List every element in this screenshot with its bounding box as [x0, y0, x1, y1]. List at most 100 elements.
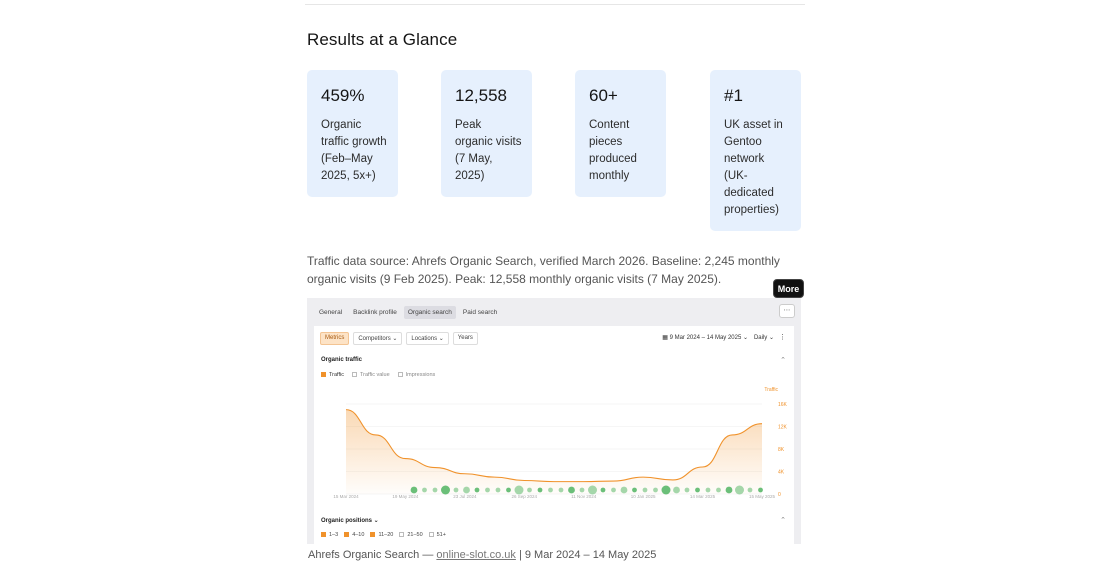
- stat-card-growth: 459% Organic traffic growth (Feb–May 202…: [307, 70, 398, 197]
- section-title: Results at a Glance: [307, 30, 458, 49]
- x-tick-label: 15 Mar 2024: [333, 494, 359, 499]
- checkbox-checked-icon: [344, 532, 350, 538]
- position-marker: [453, 487, 459, 493]
- traffic-area: [346, 409, 762, 494]
- position-marker: [661, 485, 671, 495]
- checkbox-icon: [397, 372, 403, 378]
- stat-description: Organic traffic growth (Feb–May 2025, 5x…: [321, 119, 387, 182]
- site-link[interactable]: online-slot.co.uk: [436, 549, 516, 561]
- stat-card-rank: #1 UK asset in Gentoo network (UK-dedica…: [710, 70, 801, 231]
- positions-legend: 1–3 4–10 11–20 21–50 51+: [321, 532, 446, 538]
- traffic-legend: Traffic Traffic value Impressions: [321, 372, 435, 378]
- y-tick-labels: 16K 12K 8K 4K 0: [778, 402, 788, 498]
- position-marker: [747, 487, 753, 493]
- position-marker: [432, 487, 438, 493]
- y-axis-label: Traffic: [764, 387, 778, 393]
- checkbox-icon: [399, 532, 405, 538]
- organic-positions-title[interactable]: Organic positions ⌄: [321, 518, 379, 524]
- y-tick-label: 12K: [778, 425, 788, 431]
- position-marker: [537, 487, 543, 493]
- position-marker: [410, 486, 418, 494]
- position-marker: [600, 487, 606, 493]
- x-tick-label: 15 May 2025: [749, 494, 776, 499]
- y-tick-label: 4K: [778, 470, 785, 476]
- position-filter-21-50[interactable]: 21–50: [399, 532, 423, 538]
- position-marker: [422, 487, 427, 493]
- x-tick-label: 26 Sep 2024: [512, 494, 538, 499]
- competitors-dropdown[interactable]: Competitors ⌄: [353, 332, 403, 345]
- traffic-line: [345, 409, 763, 483]
- tab-backlink-profile[interactable]: Backlink profile: [353, 309, 397, 316]
- position-marker: [642, 487, 648, 493]
- position-marker: [620, 486, 628, 494]
- collapse-icon[interactable]: ⌃: [780, 357, 786, 364]
- metrics-button[interactable]: Metrics: [320, 332, 350, 345]
- collapse-icon[interactable]: ⌃: [780, 517, 786, 524]
- checkbox-checked-icon: [321, 372, 326, 378]
- date-range-picker[interactable]: ▦ 9 Mar 2024 – 14 May 2025 ⌄: [662, 334, 748, 341]
- position-filter-4-10[interactable]: 4–10: [344, 532, 364, 538]
- screenshot-caption: Ahrefs Organic Search — online-slot.co.u…: [308, 549, 657, 561]
- position-marker: [588, 485, 597, 495]
- legend-traffic[interactable]: Traffic: [321, 372, 344, 378]
- more-tooltip: More: [773, 279, 804, 298]
- stat-card-peak: 12,558 Peak organic visits (7 May, 2025): [441, 70, 532, 197]
- x-tick-label: 14 Mar 2025: [690, 494, 716, 499]
- tab-paid-search[interactable]: Paid search: [462, 309, 498, 316]
- top-divider: [305, 4, 805, 5]
- stat-value: 459%: [321, 86, 365, 105]
- position-marker: [684, 487, 690, 493]
- position-marker: [725, 486, 733, 494]
- position-filter-1-3[interactable]: 1–3: [321, 532, 338, 538]
- years-button[interactable]: Years: [452, 332, 478, 345]
- organic-traffic-chart: 16K 12K 8K 4K 0 15 Mar 2024 19 May 2024 23 Jul…: [333, 402, 788, 499]
- legend-impressions[interactable]: Impressions: [397, 372, 435, 378]
- position-marker: [558, 487, 564, 493]
- x-tick-label: 10 Jan 2025: [631, 494, 656, 499]
- checkbox-icon: [351, 372, 357, 378]
- position-marker: [695, 487, 700, 493]
- chart-panel: Metrics Competitors ⌄ Locations ⌄ Years …: [314, 326, 794, 544]
- position-marker: [568, 486, 575, 494]
- position-marker: [579, 487, 585, 493]
- stat-value: 60+: [589, 86, 618, 105]
- calendar-icon: ▦: [662, 335, 670, 341]
- data-source-note: Traffic data source: Ahrefs Organic Sear…: [307, 254, 780, 286]
- locations-dropdown[interactable]: Locations ⌄: [406, 332, 449, 345]
- x-tick-label: 23 Jul 2024: [453, 494, 477, 499]
- position-marker: [474, 487, 480, 493]
- chart-toolbar: Metrics Competitors ⌄ Locations ⌄ Years: [320, 332, 478, 345]
- legend-traffic-value[interactable]: Traffic value: [351, 372, 390, 378]
- stat-card-content: 60+ Content pieces produced monthly: [575, 70, 666, 197]
- stat-value: 12,558: [455, 86, 507, 105]
- position-marker: [653, 487, 658, 493]
- checkbox-checked-icon: [321, 532, 326, 538]
- position-marker: [495, 487, 501, 493]
- checkbox-icon: [428, 532, 434, 538]
- stat-description: Content pieces produced monthly: [589, 119, 637, 182]
- position-marker: [441, 485, 450, 495]
- position-marker: [632, 487, 637, 493]
- position-marker: [716, 487, 721, 493]
- y-tick-label: 0: [778, 492, 781, 498]
- position-filter-51-plus[interactable]: 51+: [428, 532, 446, 538]
- x-tick-labels: 15 Mar 2024 19 May 2024 23 Jul 2024 26 Sep …: [333, 494, 775, 499]
- position-filter-11-20[interactable]: 11–20: [370, 532, 393, 538]
- position-marker: [611, 487, 616, 493]
- y-tick-label: 8K: [778, 447, 785, 453]
- position-marker: [506, 487, 511, 493]
- position-marker: [485, 487, 490, 493]
- position-marker: [705, 487, 711, 493]
- date-range-label: 9 Mar 2024 – 14 May 2025 ⌄: [669, 335, 748, 341]
- more-options-icon[interactable]: ⋯: [779, 304, 795, 318]
- tab-organic-search[interactable]: Organic search: [403, 306, 456, 319]
- position-marker: [527, 487, 532, 493]
- position-marker: [514, 485, 524, 495]
- y-tick-label: 16K: [778, 402, 788, 408]
- tab-general[interactable]: General: [319, 309, 343, 316]
- ahrefs-tabs: General Backlink profile Organic search …: [315, 306, 501, 319]
- stat-description: Peak organic visits (7 May, 2025): [455, 119, 522, 182]
- granularity-dropdown[interactable]: Daily ⌄: [753, 335, 774, 341]
- kebab-menu-icon[interactable]: ⋮: [779, 334, 786, 341]
- position-marker: [548, 487, 553, 493]
